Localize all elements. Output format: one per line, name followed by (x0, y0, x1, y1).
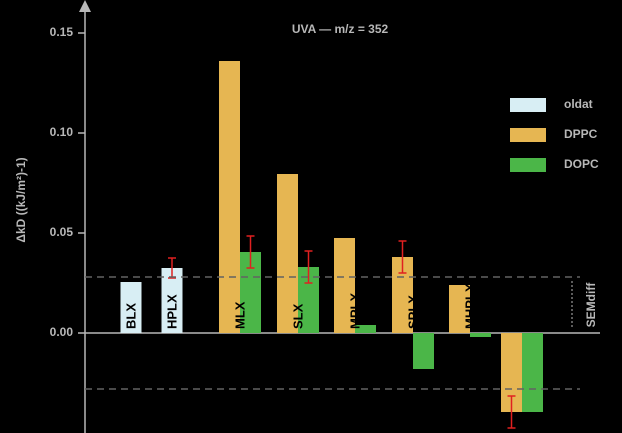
bar (470, 333, 491, 337)
bar (449, 285, 470, 333)
error-bar (507, 395, 516, 429)
error-bar (398, 240, 407, 274)
category-label: SPLX (405, 295, 420, 329)
bar (277, 174, 298, 333)
bar (240, 252, 261, 333)
legend-swatch (510, 158, 546, 172)
legend-swatch (510, 128, 546, 142)
category-label: SLX (290, 303, 305, 329)
y-tick-label: 0.15 (50, 25, 74, 39)
category-label: BLX (123, 303, 138, 329)
bar (219, 61, 240, 333)
bar (413, 333, 434, 369)
category-label: MLX (232, 301, 247, 329)
error-bar (304, 250, 313, 284)
category-label: MHPLX (462, 283, 477, 329)
bar (298, 267, 319, 333)
y-axis-label: ΔkD ((kJ/m²)-1) (14, 157, 28, 242)
chart-title: UVA — m/z = 352 (292, 22, 389, 36)
legend-label: DOPC (564, 157, 599, 171)
bar (522, 333, 543, 412)
sem-label: SEMdiff (584, 282, 598, 328)
category-label: MPLX (347, 293, 362, 329)
error-bar (168, 257, 176, 279)
bar (392, 257, 413, 333)
bar (120, 282, 142, 333)
bar (334, 238, 355, 333)
category-label: HPLX (164, 294, 179, 329)
legend-label: DPPC (564, 127, 598, 141)
category-label: SHPLX (514, 285, 529, 329)
bar (355, 325, 376, 333)
y-tick-label: 0.00 (50, 325, 74, 339)
legend-swatch (510, 98, 546, 112)
error-bar (246, 235, 255, 269)
y-tick-label: 0.10 (50, 125, 74, 139)
bar (161, 268, 183, 333)
y-tick-label: 0.05 (50, 225, 74, 239)
bar (501, 333, 522, 412)
legend-label: oldat (564, 97, 593, 111)
